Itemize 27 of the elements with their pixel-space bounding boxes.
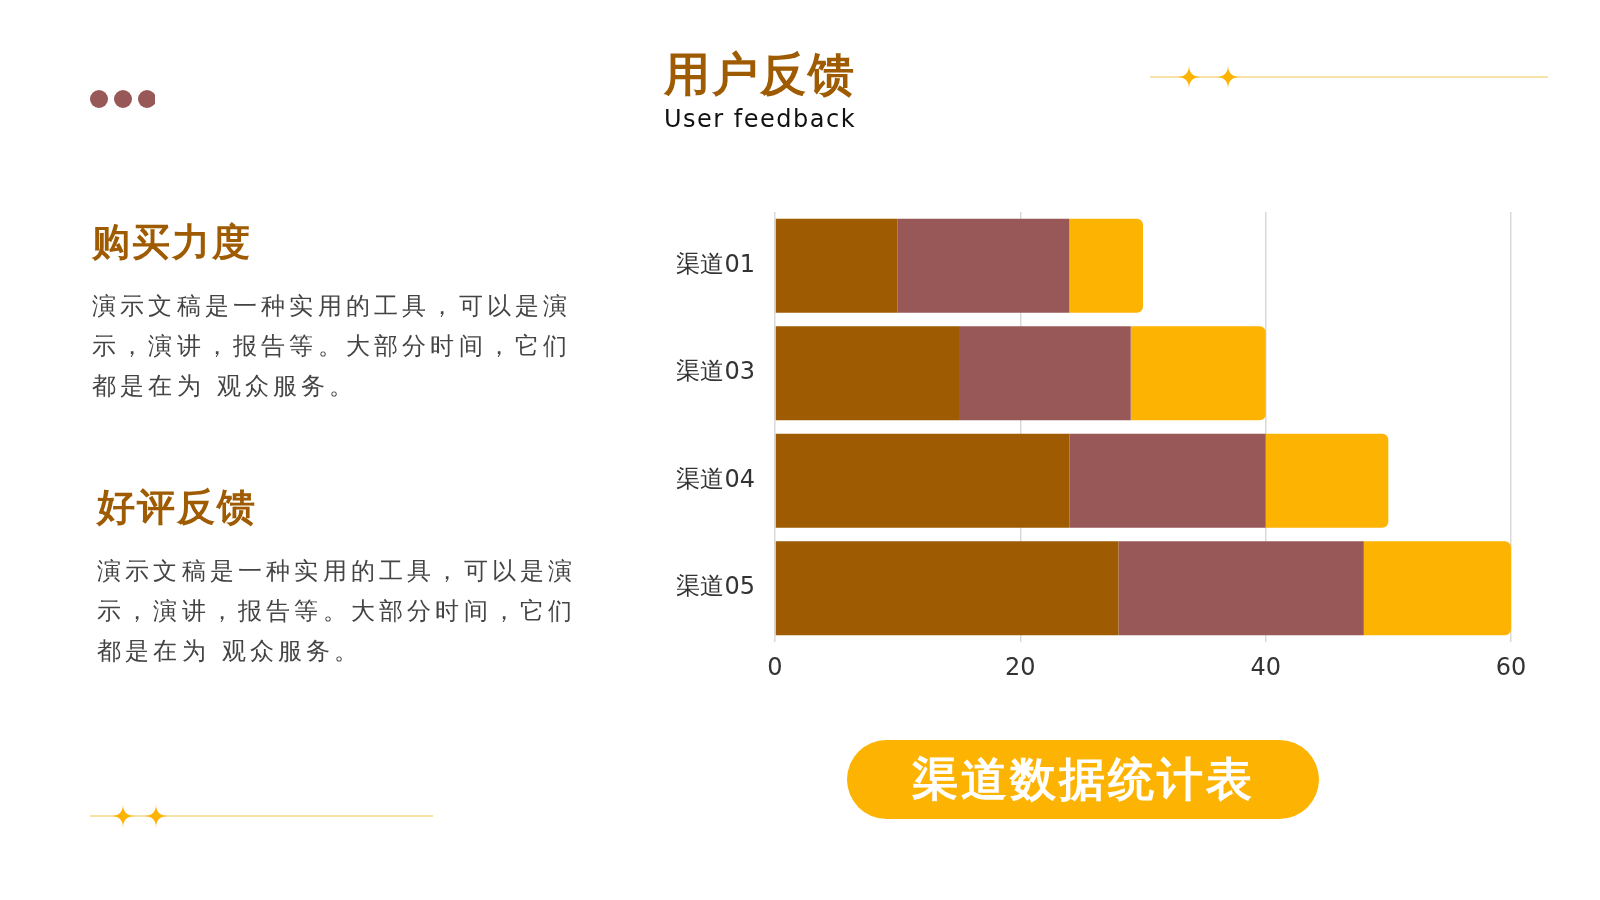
bar xyxy=(775,218,898,313)
x-tick-label: 0 xyxy=(767,652,783,681)
pill-badge: 渠道数据统计表 xyxy=(847,740,1319,819)
x-tick-label: 40 xyxy=(1250,652,1281,681)
bar xyxy=(1363,541,1511,636)
text: 演示文稿是一种实用的工具，可以是演示，演讲，报告等。大部分时间，它们都是在为 观众服务。 xyxy=(92,291,573,402)
x-tick-label: 60 xyxy=(1495,652,1527,681)
bar xyxy=(1118,541,1364,636)
bar xyxy=(775,433,1070,528)
bar xyxy=(1069,218,1143,313)
bar xyxy=(1069,433,1266,528)
chart-subtitle: User feedback xyxy=(662,104,858,135)
chart-title: 用户反馈 xyxy=(663,47,857,101)
bar xyxy=(897,218,1070,313)
text: 购买力度 xyxy=(92,219,252,266)
text: 演示文稿是一种实用的工具，可以是演示，演讲，报告等。大部分时间，它们都是在为 观众服务。 xyxy=(97,556,578,667)
y-tick-label: 渠道04 xyxy=(676,464,755,493)
text: 好评反馈 xyxy=(97,484,257,531)
bar xyxy=(959,326,1131,421)
y-tick-label: 渠道01 xyxy=(676,249,755,278)
y-tick-label: 渠道05 xyxy=(676,572,755,601)
bar xyxy=(775,541,1119,636)
x-tick-label: 20 xyxy=(1005,652,1036,681)
bar xyxy=(775,326,959,421)
bar xyxy=(1130,326,1266,421)
y-tick-label: 渠道03 xyxy=(676,357,755,386)
bar xyxy=(1265,433,1389,528)
